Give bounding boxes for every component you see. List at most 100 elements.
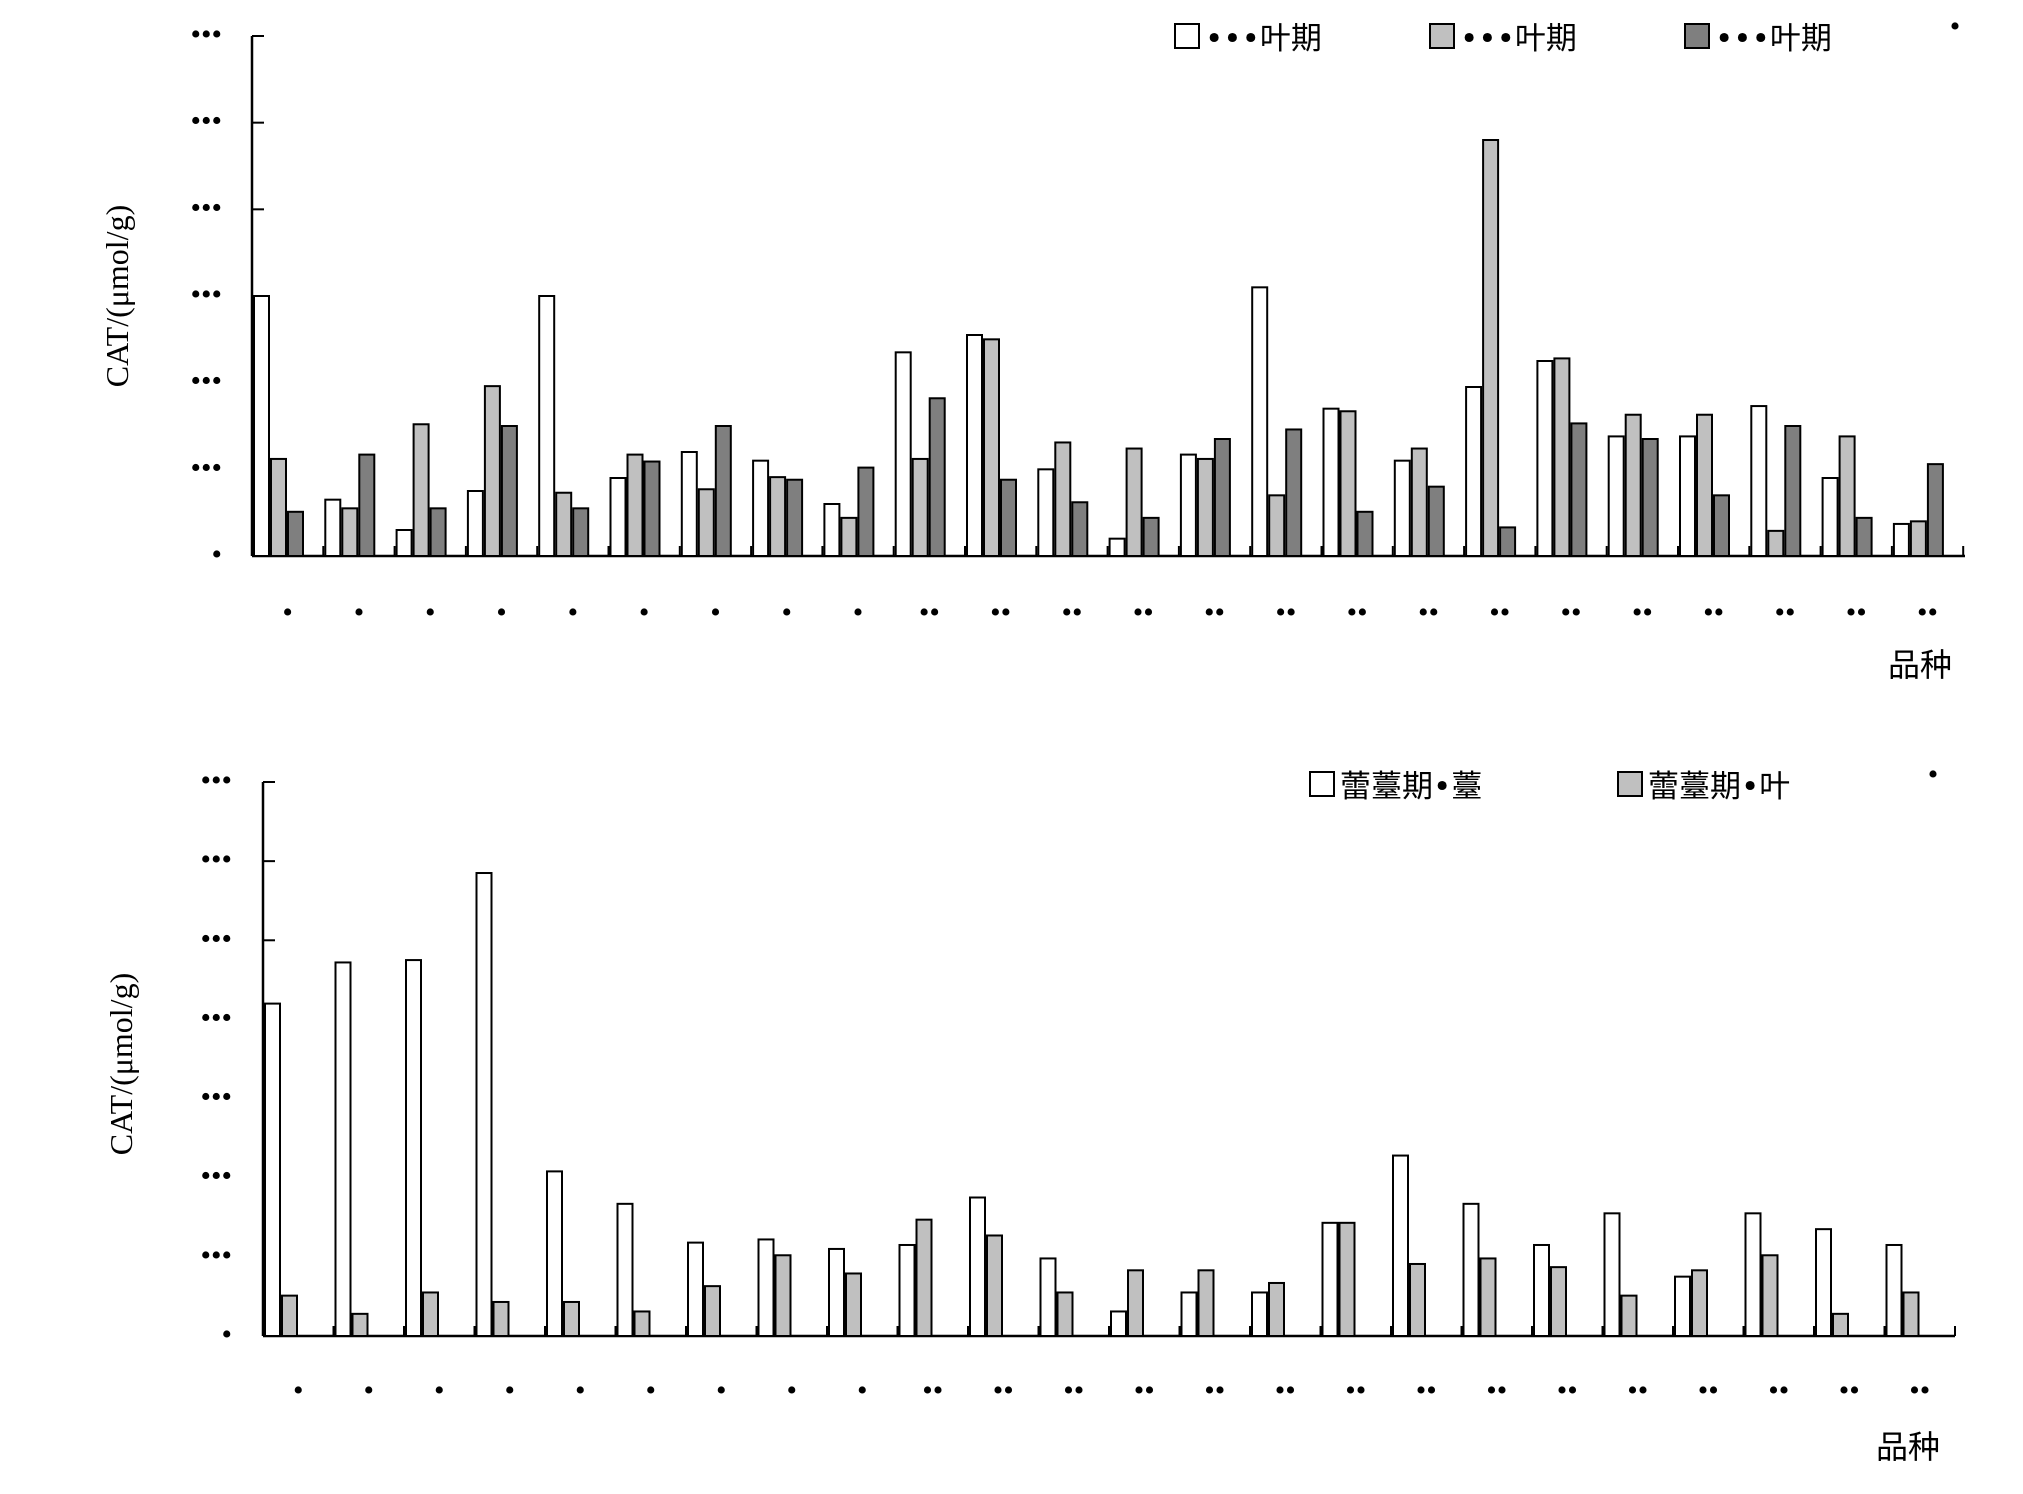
x-tick-label: •	[645, 1374, 656, 1407]
x-tick-label: ••	[1275, 1374, 1296, 1407]
bar	[1892, 522, 1910, 558]
bar	[1409, 1262, 1426, 1337]
x-tick-label: •	[857, 1374, 868, 1407]
x-tick-label: ••	[1418, 596, 1439, 629]
x-tick-label: ••	[1347, 596, 1368, 629]
x-tick-label: •	[568, 596, 579, 629]
bar	[324, 498, 342, 557]
bar	[500, 425, 518, 557]
bar	[429, 507, 447, 558]
bar	[840, 516, 858, 557]
x-tick-label: •	[425, 596, 436, 629]
bar	[1570, 422, 1588, 557]
legend-label: •••叶期	[1205, 21, 1322, 57]
x-tick-label: ••	[1275, 596, 1296, 629]
bar	[1784, 425, 1802, 557]
bar	[1620, 1294, 1638, 1337]
y-tick-label: •••	[200, 1081, 232, 1114]
bar	[752, 459, 770, 557]
bar	[633, 1310, 651, 1337]
y-tick-label: •	[211, 538, 222, 571]
bar	[475, 872, 493, 1337]
bar	[412, 423, 430, 557]
bar	[1641, 438, 1659, 557]
x-tick-label: ••	[1134, 1374, 1155, 1407]
bar	[483, 385, 501, 557]
y-tick-label: •••	[190, 191, 222, 224]
bar	[1339, 410, 1357, 557]
x-tick-label: ••	[919, 596, 940, 629]
x-tick-label: ••	[1345, 1374, 1366, 1407]
bar	[1056, 1291, 1074, 1338]
bar	[687, 1241, 704, 1338]
x-tick-label: •	[293, 1374, 304, 1407]
bar	[1054, 441, 1072, 558]
x-tick-label: ••	[1698, 1374, 1719, 1407]
bar	[1251, 1291, 1268, 1338]
bar	[1393, 459, 1411, 557]
bar	[1482, 139, 1500, 557]
legend-label: 蕾薹期•薹	[1340, 769, 1482, 805]
x-tick-label: ••	[1063, 1374, 1084, 1407]
x-tick-label: ••	[1909, 1374, 1930, 1407]
x-tick-label: ••	[990, 596, 1011, 629]
bar	[1750, 405, 1768, 558]
y-tick-label: •••	[200, 1239, 232, 1272]
y-tick-label: •••	[200, 764, 232, 797]
bar	[1213, 438, 1231, 557]
bar	[270, 457, 287, 557]
bar	[546, 1170, 563, 1337]
bar	[769, 476, 787, 557]
bar	[915, 1218, 933, 1338]
chart-panel-bottom: ••••••••••••••••••••••• • • • • • • • • •• •• •• •• •…	[103, 758, 1956, 1465]
x-axis-label: 品种	[1888, 647, 1952, 683]
y-tick-label: •••	[200, 1160, 232, 1193]
x-tick-label: ••	[1632, 596, 1653, 629]
bar	[1322, 407, 1340, 557]
bar	[911, 457, 929, 557]
bar	[898, 1243, 916, 1337]
bar	[1499, 526, 1517, 558]
bar	[823, 503, 841, 557]
bar	[555, 491, 573, 558]
bar	[1713, 494, 1730, 558]
bar	[1127, 1269, 1144, 1337]
bar	[1039, 1257, 1057, 1337]
legend-swatch	[1617, 771, 1643, 797]
x-tick-label: ••	[1846, 596, 1867, 629]
bar	[1603, 1212, 1621, 1338]
y-tick-label: •••	[190, 105, 222, 138]
x-tick-label: ••	[1839, 1374, 1860, 1407]
bar	[1815, 1228, 1832, 1337]
legend-swatch	[1309, 771, 1335, 797]
x-tick-label: •	[853, 596, 864, 629]
bar	[1196, 457, 1214, 557]
y-tick-label: •••	[200, 1001, 232, 1034]
bar	[1767, 529, 1785, 557]
x-axis-label: 品种	[1876, 1429, 1940, 1465]
bar	[1679, 435, 1696, 557]
bar	[1071, 501, 1089, 557]
bar	[1108, 537, 1126, 558]
corner-mark: •	[1928, 758, 1939, 791]
bar	[1674, 1275, 1691, 1337]
bar	[405, 959, 422, 1337]
x-tick-label: ••	[922, 1374, 943, 1407]
bar	[643, 460, 661, 557]
bar	[986, 1234, 1003, 1337]
bar	[616, 1202, 634, 1337]
bar	[1744, 1212, 1762, 1338]
x-tick-label: •	[354, 596, 365, 629]
bar	[538, 295, 556, 557]
bar	[1479, 1257, 1497, 1337]
x-tick-label: ••	[1061, 596, 1082, 629]
x-tick-label: •	[786, 1374, 797, 1407]
x-tick-label: ••	[1204, 596, 1225, 629]
x-tick-label: ••	[1133, 596, 1154, 629]
x-tick-label: •	[575, 1374, 586, 1407]
y-tick-label: •••	[190, 451, 222, 484]
bar	[1465, 386, 1483, 557]
bar	[1838, 435, 1856, 557]
bar	[1902, 1291, 1920, 1338]
legend-label: 蕾薹期•叶	[1648, 769, 1790, 805]
